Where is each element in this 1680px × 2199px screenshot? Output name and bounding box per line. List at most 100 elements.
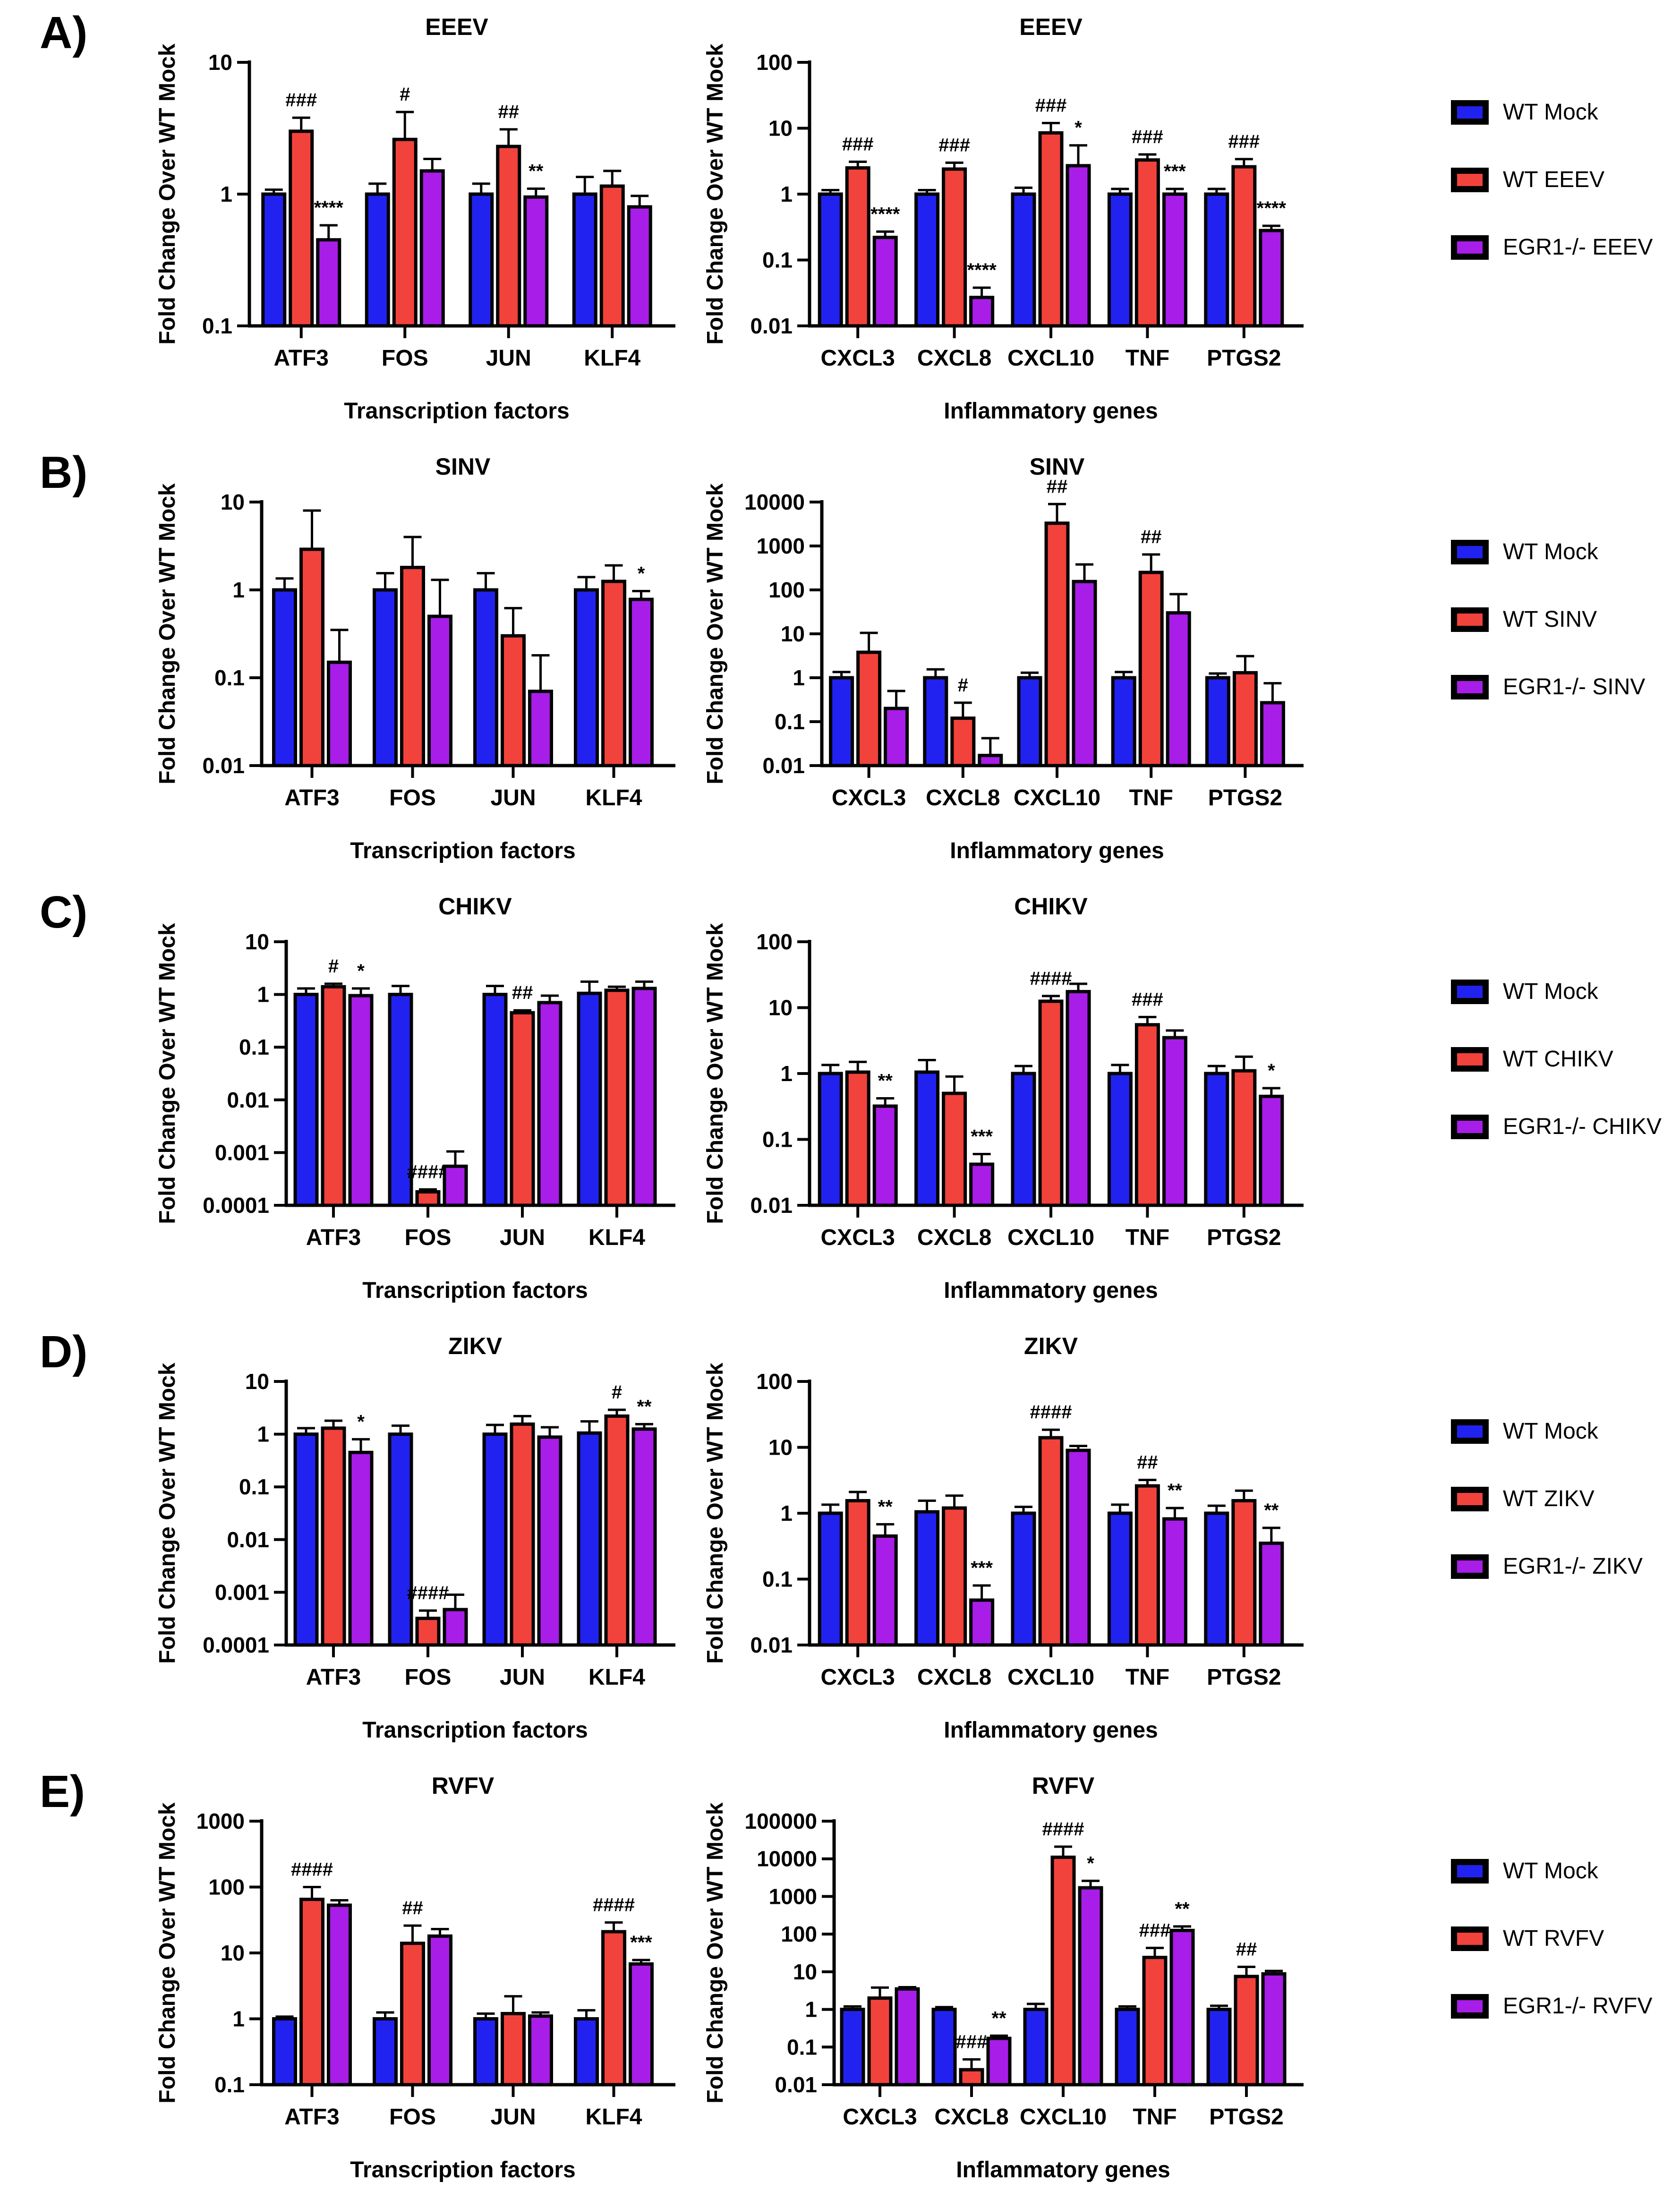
bar [321,985,346,1207]
bar [1038,1436,1064,1647]
bar [884,707,909,767]
bar [537,1435,563,1647]
chart-zikv-inflammatory-genes: ZIKV Inflammatory genes Fold Change Over W… [685,1319,1313,1759]
legend-swatch-egr1-ko [1451,1114,1489,1139]
bar [1023,2008,1049,2087]
asterisk-significance-mark: ** [637,1396,652,1417]
bar [415,1617,441,1647]
hash-significance-mark: ### [1035,95,1067,116]
x-tick-label: CXCL8 [926,785,1000,810]
y-tick-label: 0.1 [214,665,245,690]
bar [599,184,625,328]
bar [1162,1036,1187,1207]
bar [627,205,652,328]
chart-sinv-inflammatory-genes: SINV Inflammatory genes Fold Change Over W… [685,440,1313,879]
bar [473,2017,498,2087]
bar [845,1070,870,1207]
y-tick-label: 1000 [757,534,805,558]
x-tick-label: CXCL8 [934,2105,1008,2130]
legend-label: WT ZIKV [1503,1486,1595,1511]
bar [1044,521,1070,767]
bar-chart-svg: EEEV Transcription factors Fold Change Ove… [155,14,675,424]
x-tick-label: TNF [1126,1665,1169,1690]
legend-zikv: WT Mock WT ZIKV EGR1-/- ZIKV [1313,1319,1680,1759]
y-tick-label: 100 [208,1875,245,1900]
y-tick-label: 100 [756,1369,793,1394]
legend-swatch-wt-mock [1451,1419,1489,1444]
bar [1011,192,1036,328]
bar [327,1903,352,2087]
bar [629,597,654,767]
y-tick-label: 10 [768,1435,793,1460]
bar [931,2008,957,2087]
bar [473,588,498,767]
y-tick-label: 0.01 [762,753,805,778]
x-tick-label: JUN [490,2105,536,2130]
x-tick-label: PTGS2 [1207,346,1281,371]
bar [1078,1886,1103,2087]
bar [1038,999,1064,1207]
x-axis-label: Inflammatory genes [944,399,1158,424]
x-tick-label: CXCL8 [917,346,991,371]
legend-swatch-wt-virus [1451,167,1489,192]
asterisk-significance-mark: * [357,961,365,981]
bar [818,192,843,328]
y-axis-label: Fold Change Over WT Mock [155,923,180,1224]
chart-title: CHIKV [1014,893,1088,920]
bar [867,1996,893,2087]
legend-item: WT Mock [1451,99,1680,125]
bar [443,1608,468,1647]
bar [601,580,626,767]
hash-significance-mark: #### [407,1583,449,1603]
legend-label: WT CHIKV [1503,1047,1613,1072]
hash-significance-mark: # [328,956,339,977]
bar [1231,165,1257,328]
legend-swatch-egr1-ko [1451,235,1489,260]
bar-chart-svg: SINV Inflammatory genes Fold Change Over W… [703,453,1304,863]
bar [392,137,418,328]
bar [1162,1517,1187,1647]
bar [601,1930,626,2087]
y-tick-label: 10000 [757,1847,817,1871]
x-tick-label: TNF [1126,346,1169,371]
y-tick-label: 0.1 [239,1035,269,1059]
panel-label-a: A) [40,8,88,58]
hash-significance-mark: #### [1030,1402,1072,1423]
hash-significance-mark: ## [512,982,533,1003]
y-tick-label: 0.1 [762,248,793,273]
x-axis-label: Inflammatory genes [944,1278,1158,1303]
bar [818,1511,843,1647]
chart-rvfv-inflammatory-genes: RVFV Inflammatory genes Fold Change Over W… [685,1759,1313,2199]
legend-item: EGR1-/- SINV [1451,674,1680,700]
bar [1107,1072,1133,1207]
y-tick-label: 0.1 [214,2072,245,2097]
x-axis-label: Transcription factors [350,2157,575,2182]
bar [950,716,976,767]
asterisk-significance-mark: **** [967,260,997,281]
x-tick-label: CXCL10 [1020,2105,1107,2130]
bar [1066,990,1091,1207]
x-tick-label: PTGS2 [1207,1225,1281,1250]
legend-rvfv: WT Mock WT RVFV EGR1-/- RVFV [1313,1759,1680,2199]
hash-significance-mark: ## [498,102,520,122]
x-tick-label: CXCL10 [1007,346,1094,371]
y-tick-label: 0.01 [750,314,793,338]
y-axis-label: Fold Change Over WT Mock [703,483,728,784]
asterisk-significance-mark: * [1087,1853,1094,1874]
panel-label-c: C) [40,887,88,938]
hash-significance-mark: # [612,1382,622,1403]
bar [419,169,445,328]
legend-label: WT EEEV [1503,167,1605,192]
legend-label: WT Mock [1503,979,1598,1004]
panel-label-e: E) [40,1766,85,1817]
bar [523,195,549,328]
legend-label: WT SINV [1503,607,1597,632]
y-tick-label: 10 [245,929,269,954]
hash-significance-mark: ## [402,1898,423,1918]
bar [1142,1956,1168,2087]
x-tick-label: CXCL8 [917,1665,991,1690]
bar [574,588,599,767]
legend-item: WT ZIKV [1451,1486,1680,1512]
asterisk-significance-mark: * [1075,118,1082,138]
asterisk-significance-mark: ** [1264,1500,1279,1521]
